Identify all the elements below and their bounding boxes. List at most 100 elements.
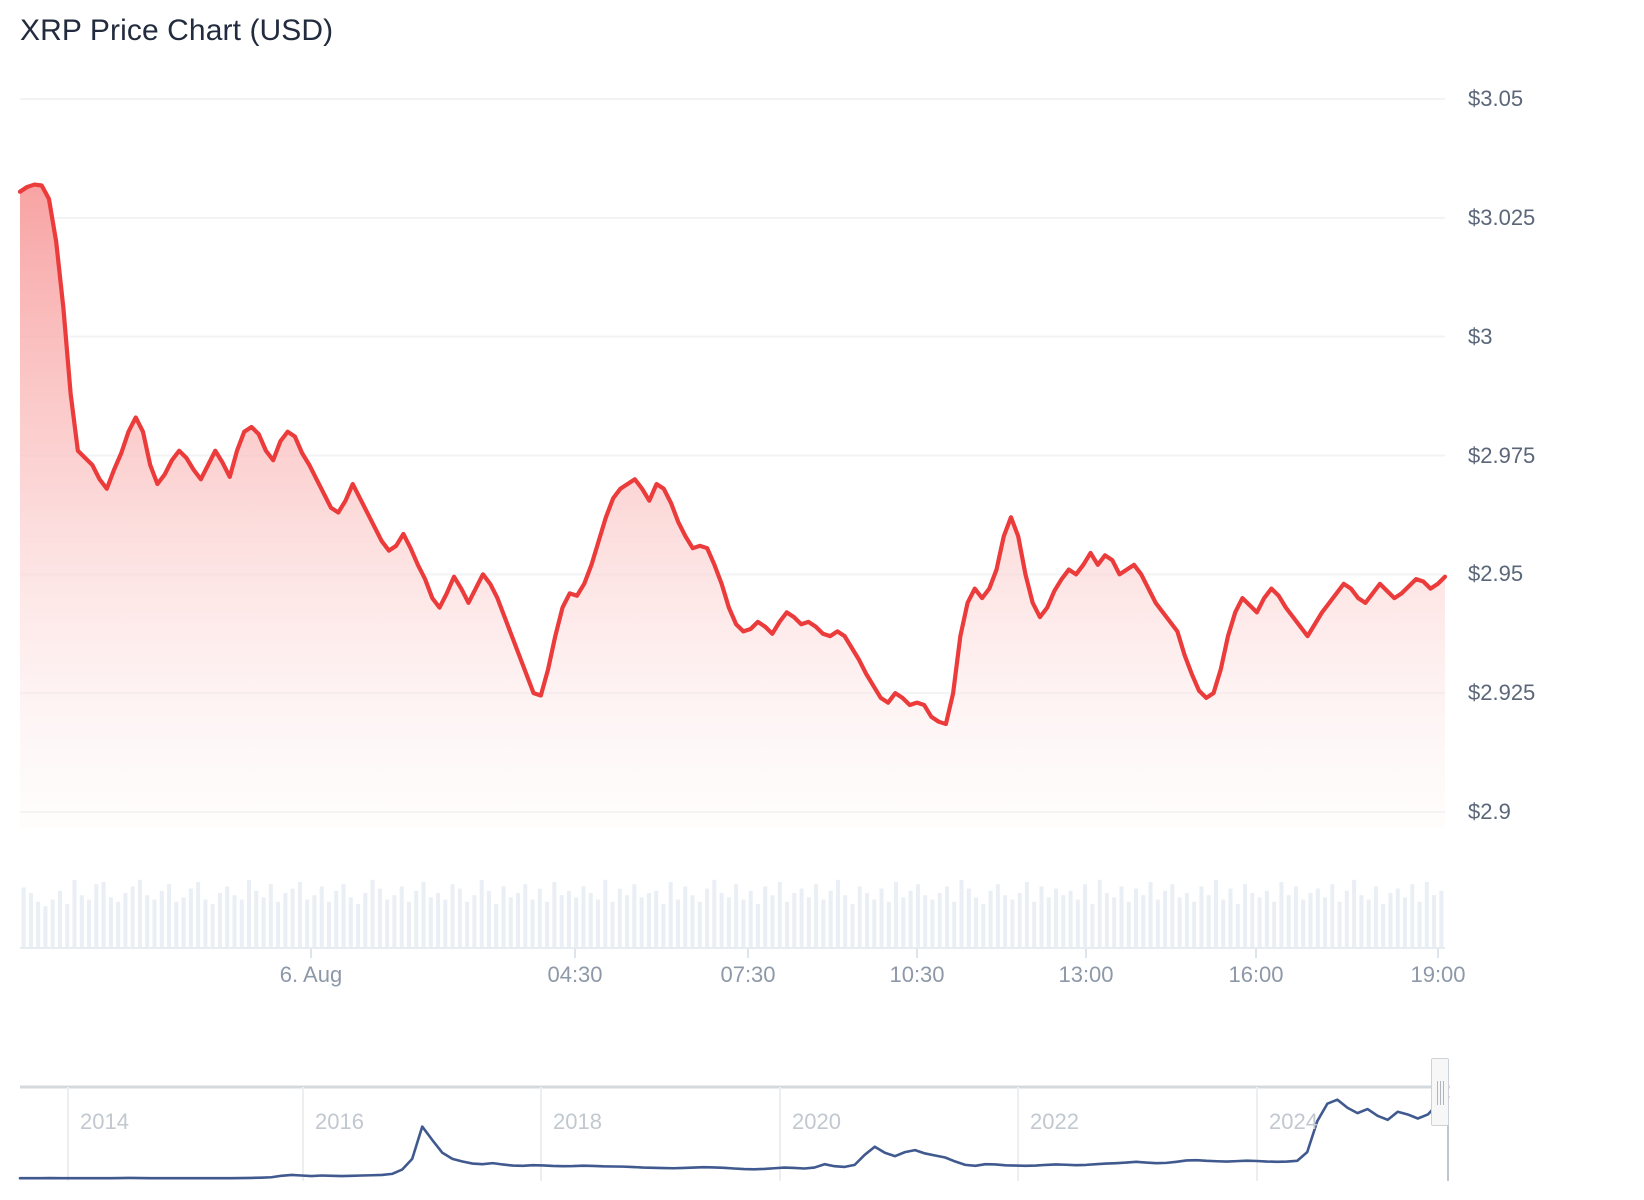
navigator-year-label: 2024 [1269,1109,1318,1134]
volume-bar [850,904,855,948]
volume-bar [341,884,346,948]
price-area-chart[interactable] [0,60,1644,830]
volume-bar [1264,890,1269,948]
volume-bar [806,897,811,948]
x-axis-label: 6. Aug [279,962,343,987]
volume-bar [1301,899,1306,948]
volume-bar [661,904,666,948]
volume-bar [865,893,869,948]
navigator-year-label: 2016 [315,1109,364,1134]
volume-bar [1337,901,1342,948]
volume-bar [1330,884,1335,948]
volume-bar [908,890,913,948]
volume-bar [712,879,717,948]
volume-bar [1083,884,1088,948]
volume-bar [1061,895,1066,948]
volume-bar [537,888,542,948]
range-navigator[interactable]: 2014 2016 2018 2020 2022 2024 [0,1025,1644,1200]
volume-bar [247,879,252,948]
volume-bar [1235,904,1240,948]
volume-axis-ticks [20,947,1445,958]
volume-bar [574,897,579,948]
volume-bar [1373,886,1378,948]
volume-bar [995,884,1000,948]
volume-bar [603,879,608,948]
volume-bar [319,886,324,948]
volume-bar [879,888,884,948]
volume-bar [668,882,673,948]
volume-bar [283,893,288,948]
volume-bar [1104,893,1109,948]
volume-bar [705,888,710,948]
volume-bar [639,897,644,948]
volume-bar [937,893,942,948]
volume-bar [414,890,419,948]
volume-bar [966,888,971,948]
volume-bar [1257,897,1262,948]
volume-bar-group [21,879,1444,948]
volume-bar [814,884,819,948]
volume-bar [1003,895,1008,948]
volume-bar [465,901,470,948]
volume-bar [1359,895,1364,948]
volume-bar [1206,895,1211,948]
volume-bar [137,879,142,948]
volume-bar [719,893,724,948]
volume-bar [28,893,33,948]
volume-bar [254,890,259,948]
volume-bar [654,890,659,948]
navigator-series[interactable] [0,1025,1644,1200]
volume-bar [188,888,193,948]
volume-bar [1163,890,1168,948]
volume-bar [1170,884,1175,948]
volume-bar [734,884,739,948]
volume-bar [1272,901,1277,948]
volume-bar [1134,888,1139,948]
volume-bar [356,904,361,948]
y-axis-label: $2.975 [1468,442,1536,468]
volume-bar [494,904,499,948]
volume-bar [1286,895,1291,948]
volume-bar [363,893,368,948]
volume-bar [276,901,281,948]
navigator-year-label: 2018 [553,1109,602,1134]
volume-bar [1090,904,1095,948]
volume-bar [479,879,484,948]
volume-bar [65,904,70,948]
x-axis: 6. Aug 04:30 07:30 10:30 13:00 16:00 19:00 [0,962,1644,1002]
volume-bar [57,890,62,948]
volume-bar [1075,899,1080,948]
volume-bar [872,899,877,948]
volume-bar [1039,886,1044,948]
volume-bar [792,893,797,948]
volume-bar [1293,886,1298,948]
volume-bar [821,899,826,948]
volume-bar [741,899,746,948]
volume-bar [552,882,557,948]
volume-bar [1177,897,1182,948]
volume-bar [857,886,862,948]
volume-bar [516,893,521,948]
volume-bar [203,899,208,948]
navigator-scroll-handle[interactable] [1431,1058,1449,1126]
volume-bar [145,895,150,948]
volume-bar [1250,893,1255,948]
volume-bar [785,901,790,948]
volume-bar [305,899,310,948]
page-title: XRP Price Chart (USD) [20,14,334,47]
volume-bar [1323,897,1328,948]
price-area-fill [20,184,1445,828]
volume-bar [1017,893,1022,948]
navigator-year-label: 2020 [792,1109,841,1134]
volume-bar [1243,884,1248,948]
volume-bar [755,904,760,948]
volume-bar [72,879,77,948]
volume-bar [1148,882,1153,948]
volume-bar [1155,899,1160,948]
volume-bar [1381,904,1386,948]
volume-bar [1097,879,1102,948]
price-line [17,182,1448,727]
volume-bar [588,893,593,948]
volume-bars-chart[interactable] [0,830,1644,960]
